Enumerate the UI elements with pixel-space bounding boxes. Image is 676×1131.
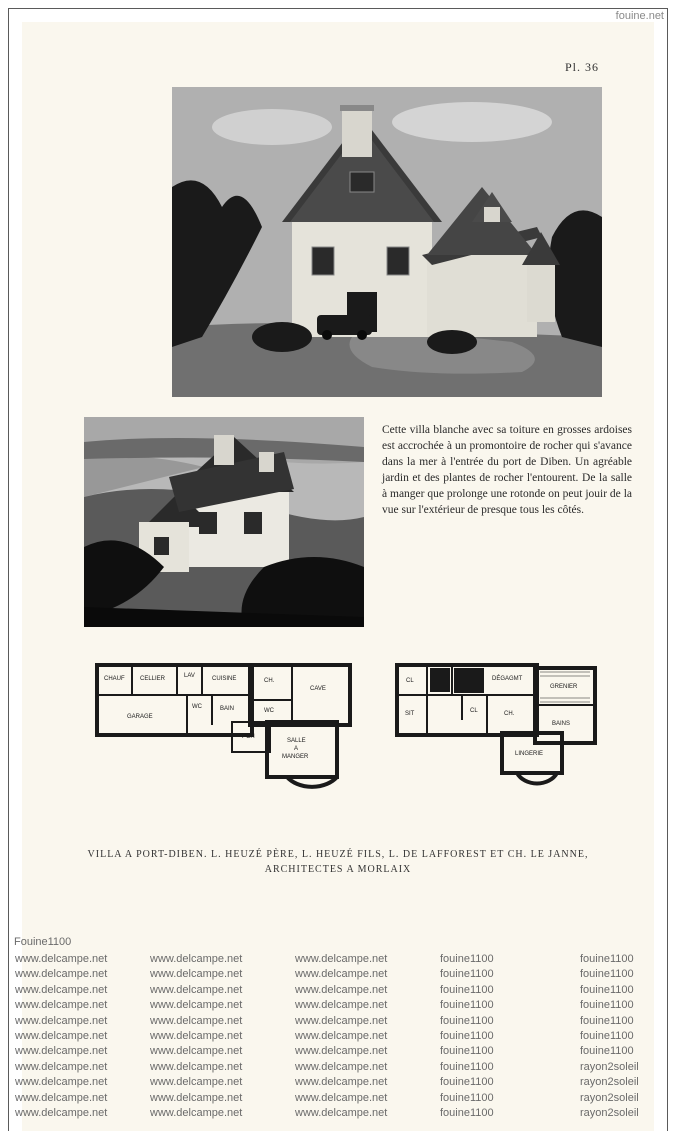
- wm-user: fouine1100: [440, 998, 494, 1013]
- room-ch: CH.: [264, 678, 275, 684]
- room-ch2: CH.: [504, 711, 515, 717]
- room-bains: BAINS: [552, 721, 570, 727]
- room-pch: PCH: [242, 734, 255, 740]
- wm-domain: www.delcampe.net: [15, 1014, 107, 1029]
- room-cellier: CELLIER: [140, 676, 166, 682]
- wm-domain: www.delcampe.net: [15, 1075, 107, 1090]
- wm-user: fouine1100: [580, 952, 639, 967]
- room-salle3: MANGER: [282, 754, 309, 760]
- wm-domain: www.delcampe.net: [150, 1014, 242, 1029]
- description-text: Cette villa blanche avec sa toiture en g…: [382, 422, 632, 519]
- wm-domain: www.delcampe.net: [150, 1060, 242, 1075]
- wm-domain: www.delcampe.net: [15, 1029, 107, 1044]
- wm-domain: www.delcampe.net: [150, 998, 242, 1013]
- wm-user: fouine1100: [440, 1044, 494, 1059]
- wm-domain: www.delcampe.net: [150, 1075, 242, 1090]
- wm-domain: www.delcampe.net: [295, 952, 387, 967]
- wm-user: fouine1100: [580, 983, 639, 998]
- footer-single: Fouine1100: [14, 936, 71, 948]
- plate-number: Pl. 36: [565, 60, 599, 75]
- wm-user2: rayon2soleil: [580, 1106, 639, 1121]
- wm-user: fouine1100: [580, 967, 639, 982]
- wm-user: fouine1100: [440, 1106, 494, 1121]
- wm-domain: www.delcampe.net: [15, 952, 107, 967]
- room-cuisine: CUISINE: [212, 676, 236, 682]
- room-sit: SIT: [405, 711, 415, 717]
- room-garage: GARAGE: [127, 714, 153, 720]
- room-lav: LAV: [184, 673, 195, 679]
- wm-domain: www.delcampe.net: [295, 967, 387, 982]
- wm-user: fouine1100: [440, 1075, 494, 1090]
- wm-domain: www.delcampe.net: [295, 1075, 387, 1090]
- wm-domain: www.delcampe.net: [295, 1044, 387, 1059]
- wm-user: fouine1100: [580, 1029, 639, 1044]
- wm-domain: www.delcampe.net: [295, 1029, 387, 1044]
- wm-user: fouine1100: [580, 1014, 639, 1029]
- wm-domain: www.delcampe.net: [15, 1044, 107, 1059]
- caption: VILLA A PORT-DIBEN. L. HEUZÉ PÈRE, L. HE…: [82, 847, 594, 877]
- room-degagmt: DÉGAGMT: [492, 675, 523, 682]
- room-cl2: CL: [470, 708, 478, 714]
- wm-user2: rayon2soleil: [580, 1075, 639, 1090]
- wm-user: fouine1100: [440, 967, 494, 982]
- wm-user: fouine1100: [440, 1060, 494, 1075]
- room-bain: BAIN: [220, 706, 234, 712]
- wm-user: fouine1100: [440, 1029, 494, 1044]
- wm-domain: www.delcampe.net: [295, 1091, 387, 1106]
- wm-domain: www.delcampe.net: [15, 967, 107, 982]
- room-cl1: CL: [406, 678, 414, 684]
- room-chauf: CHAUF: [104, 676, 125, 682]
- floorplan-upper: CL SIT DÉGAGMT CL CH. GRENIER BAINS LING…: [392, 660, 612, 820]
- photo-villa-rear: [84, 417, 364, 627]
- wm-domain: www.delcampe.net: [150, 967, 242, 982]
- wm-user: fouine1100: [580, 1044, 639, 1059]
- wm-domain: www.delcampe.net: [295, 998, 387, 1013]
- wm-user: fouine1100: [580, 998, 639, 1013]
- room-lingerie: LINGERIE: [515, 751, 543, 757]
- watermark-footer: Fouine1100 www.delcampe.net www.delcampe…: [10, 940, 666, 1120]
- wm-domain: www.delcampe.net: [15, 1060, 107, 1075]
- wm-domain: www.delcampe.net: [15, 998, 107, 1013]
- room-grenier: GRENIER: [550, 684, 578, 690]
- wm-user2: rayon2soleil: [580, 1091, 639, 1106]
- watermark-top: fouine.net: [616, 10, 664, 22]
- wm-user: fouine1100: [440, 983, 494, 998]
- wm-domain: www.delcampe.net: [295, 1106, 387, 1121]
- wm-domain: www.delcampe.net: [150, 1044, 242, 1059]
- wm-domain: www.delcampe.net: [295, 1014, 387, 1029]
- room-salle2: A: [294, 746, 298, 752]
- wm-user2: rayon2soleil: [580, 1060, 639, 1075]
- room-wc2: WC: [264, 708, 275, 714]
- wm-user: fouine1100: [440, 1091, 494, 1106]
- wm-domain: www.delcampe.net: [150, 983, 242, 998]
- wm-domain: www.delcampe.net: [150, 952, 242, 967]
- photo-villa-front: [172, 87, 602, 397]
- wm-user: fouine1100: [440, 1014, 494, 1029]
- room-salle1: SALLE: [287, 738, 306, 744]
- wm-domain: www.delcampe.net: [295, 1060, 387, 1075]
- wm-user: fouine1100: [440, 952, 494, 967]
- caption-line1: VILLA A PORT-DIBEN. L. HEUZÉ PÈRE, L. HE…: [82, 847, 594, 862]
- wm-domain: www.delcampe.net: [295, 983, 387, 998]
- floorplan-ground: CHAUF CELLIER LAV CUISINE GARAGE WC BAIN…: [92, 660, 362, 820]
- wm-domain: www.delcampe.net: [15, 1091, 107, 1106]
- caption-line2: ARCHITECTES A MORLAIX: [82, 862, 594, 877]
- wm-domain: www.delcampe.net: [150, 1091, 242, 1106]
- wm-domain: www.delcampe.net: [15, 1106, 107, 1121]
- wm-domain: www.delcampe.net: [15, 983, 107, 998]
- room-wc1: WC: [192, 704, 203, 710]
- wm-domain: www.delcampe.net: [150, 1029, 242, 1044]
- room-cave: CAVE: [310, 686, 326, 692]
- wm-domain: www.delcampe.net: [150, 1106, 242, 1121]
